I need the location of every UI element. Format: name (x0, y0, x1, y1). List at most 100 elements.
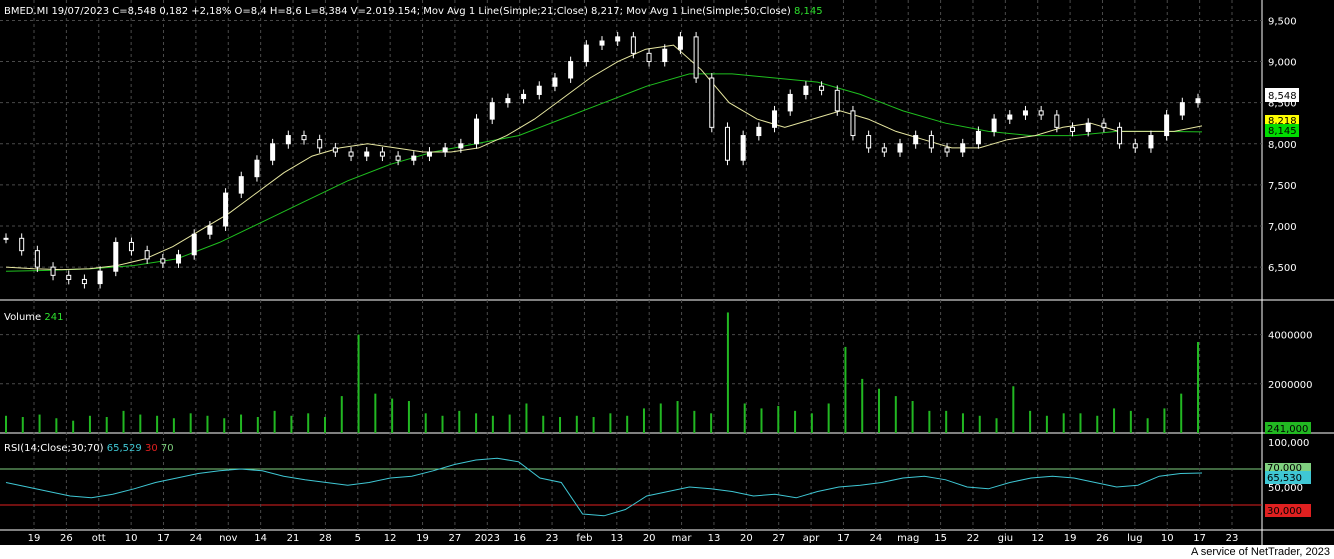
candle-body (332, 147, 338, 153)
volume-bar (827, 403, 830, 433)
volume-bar (407, 401, 410, 433)
candle-body (677, 36, 683, 50)
date-tick-label: 12 (384, 533, 397, 544)
rsi-high-badge-text: 70,000 (1267, 463, 1302, 474)
volume-bar (1062, 413, 1065, 433)
rsi-high-badge (1265, 463, 1311, 471)
candle-body (176, 254, 182, 264)
candle-body (285, 135, 291, 145)
candle-body (3, 237, 9, 240)
last-price-badge-text: 8,548 (1268, 91, 1297, 102)
volume-bar (139, 414, 142, 433)
candle-body (787, 93, 793, 112)
volume-header: Volume 241 (4, 312, 63, 323)
volume-bar (491, 415, 494, 433)
rsi-value-badge (1265, 471, 1311, 484)
price-tick-label: 8,000 (1268, 140, 1297, 151)
volume-bar (1197, 341, 1199, 433)
candle-body (552, 77, 558, 87)
candle-body (740, 135, 746, 161)
candle-body (1022, 110, 1028, 116)
volume-bar (693, 410, 696, 433)
candle-body (913, 135, 919, 145)
ma21-line (5, 44, 1203, 271)
date-tick-label: apr (803, 533, 820, 544)
candle-body (458, 143, 464, 149)
candle-body (583, 44, 589, 63)
date-tick-label: 22 (967, 533, 980, 544)
volume-bar (1180, 393, 1183, 433)
volume-bar (172, 418, 175, 433)
volume-bar (659, 403, 662, 433)
candle-body (81, 278, 87, 285)
volume-bar (1163, 408, 1166, 433)
date-tick-label: 27 (449, 533, 462, 544)
candle-body (364, 151, 370, 157)
candle-body (928, 135, 934, 149)
volume-bar (894, 396, 897, 433)
date-tick-label: 17 (157, 533, 170, 544)
volume-bar (5, 415, 7, 433)
date-tick-label: mag (897, 533, 919, 544)
candle-body (521, 93, 527, 100)
candle-body (1070, 126, 1076, 132)
date-tick-label: mar (672, 533, 693, 544)
volume-bar (508, 414, 511, 433)
candle-body (819, 85, 825, 91)
volume-bar (88, 415, 91, 433)
candle-body (756, 126, 762, 137)
volume-bar (1029, 410, 1032, 433)
candle-body (599, 40, 605, 46)
price-tick-label: 8,500 (1268, 99, 1297, 110)
volume-bar (995, 418, 998, 433)
volume-bar (1045, 415, 1048, 433)
candle-body (50, 266, 56, 276)
date-tick-label: 24 (869, 533, 882, 544)
volume-bar (441, 415, 444, 433)
candle-body (411, 155, 417, 161)
candle-body (66, 274, 72, 280)
volume-bar (1146, 418, 1149, 433)
date-tick-label: 23 (546, 533, 559, 544)
candle-body (442, 147, 448, 153)
candle-body (97, 270, 103, 285)
date-tick-label: 17 (837, 533, 850, 544)
candle-body (144, 250, 150, 260)
candle-body (881, 147, 887, 153)
candle-body (975, 130, 981, 145)
candle-body (662, 48, 668, 63)
volume-bar (810, 413, 813, 433)
volume-bar (911, 401, 914, 433)
volume-bar (374, 393, 377, 433)
volume-bar (256, 417, 259, 433)
volume-bar (592, 417, 595, 433)
date-tick-label: 13 (708, 533, 721, 544)
candle-body (536, 85, 542, 95)
date-tick-label: nov (219, 533, 237, 544)
volume-bar (475, 413, 478, 433)
candle-body (991, 118, 997, 132)
volume-bar (575, 415, 578, 433)
candle-body (348, 151, 354, 157)
volume-bar (945, 410, 948, 433)
volume-bar (1129, 410, 1132, 433)
volume-bar (189, 413, 192, 433)
date-tick-label: feb (576, 533, 592, 544)
candle-body (191, 233, 197, 256)
date-tick-label: 2023 (475, 533, 500, 544)
candle-body (1132, 143, 1138, 149)
price-tick-label: 7,000 (1268, 222, 1297, 233)
volume-bar (105, 417, 108, 433)
volume-bar (609, 413, 612, 433)
volume-tick-label: 2000000 (1268, 380, 1313, 391)
candle-body (1038, 110, 1044, 116)
volume-bar (72, 420, 75, 433)
candle-body (897, 143, 903, 153)
candle-body (113, 241, 119, 272)
candle-body (34, 250, 40, 268)
volume-bar (156, 415, 159, 433)
volume-bar (38, 414, 41, 433)
volume-bar (21, 417, 24, 433)
volume-bar (307, 413, 310, 433)
date-tick-label: 16 (513, 533, 526, 544)
